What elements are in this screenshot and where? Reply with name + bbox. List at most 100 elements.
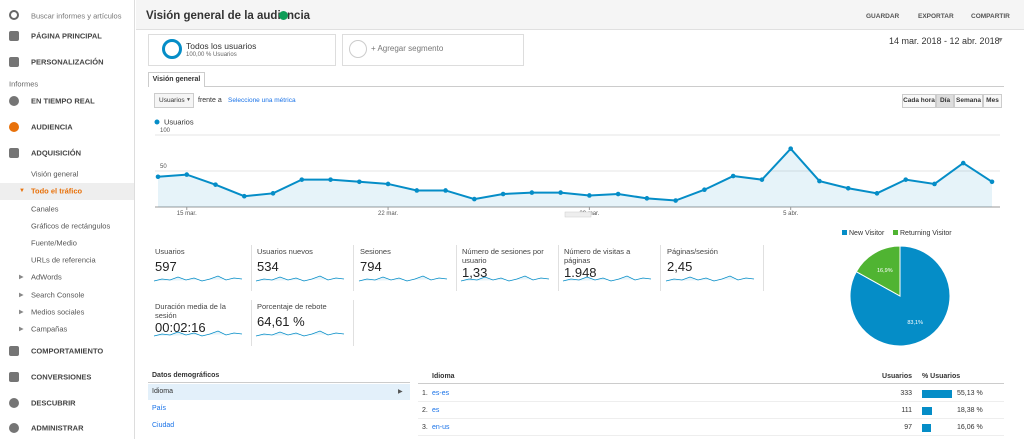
point [845, 185, 851, 191]
point [730, 173, 736, 179]
metric-card[interactable]: Usuarios nuevos 534 [254, 245, 354, 291]
panel-header: Datos demográficos [148, 372, 410, 383]
nav-sub[interactable]: Fuente/Medio [31, 238, 77, 248]
search-box[interactable]: Buscar informes y artículos [31, 11, 122, 21]
metric-card[interactable]: Sesiones 794 [357, 245, 457, 291]
sidebar: Buscar informes y artículos PÁGINA PRINC… [0, 0, 135, 439]
versus-label: frente a [198, 97, 222, 104]
nav-item[interactable]: PÁGINA PRINCIPAL [31, 31, 102, 41]
period-button[interactable]: Cada hora [902, 94, 936, 108]
nav-item[interactable]: COMPORTAMIENTO [31, 346, 104, 356]
metric-card[interactable]: Duración media de la sesión 00:02:16 [152, 300, 252, 346]
nav-sub[interactable]: Medios sociales [31, 307, 85, 317]
select-metric-link[interactable]: Seleccione una métrica [228, 97, 296, 104]
nav-item[interactable]: AUDIENCIA [31, 122, 73, 132]
nav-sub[interactable]: Gráficos de rectángulos [31, 221, 111, 231]
point [644, 196, 650, 201]
save-button[interactable]: GUARDAR [866, 13, 900, 20]
pct-bar [922, 424, 931, 432]
row-name[interactable]: es [432, 407, 440, 414]
legend-label: New Visitor [849, 230, 885, 237]
nav-sub[interactable]: Campañas [31, 324, 68, 334]
page-title: Visión general de la audiencia [146, 10, 311, 22]
point [155, 174, 161, 180]
point [443, 188, 448, 193]
pct-bar [922, 407, 933, 415]
metric-card[interactable]: Porcentaje de rebote 64,61 % [254, 300, 354, 346]
point [932, 181, 937, 187]
search-icon [9, 10, 19, 20]
segment-ring [349, 40, 367, 58]
icon [9, 398, 19, 408]
metric-label: Sesiones [360, 247, 391, 256]
nav-item[interactable]: EN TIEMPO REAL [31, 96, 95, 106]
sparkline [460, 275, 550, 282]
sparkline [255, 330, 345, 337]
metric-card[interactable]: Número de sesiones por usuario 1,33 [459, 245, 559, 291]
metric-card[interactable]: Páginas/sesión 2,45 [664, 245, 764, 291]
point [673, 198, 678, 203]
metric-card[interactable]: Número de visitas a páginas 1.948 [561, 245, 661, 291]
point [759, 177, 765, 182]
x-tick-label: 22 mar. [378, 211, 398, 217]
x-tick-label: 15 mar. [177, 211, 197, 217]
row-pct: 16,06 % [957, 424, 983, 431]
expand-icon: ▼ [19, 188, 25, 194]
point [299, 177, 305, 182]
nav-item[interactable]: ADQUISICIÓN [31, 148, 82, 158]
column-header: Usuarios [882, 373, 912, 380]
point [587, 193, 592, 198]
nav-sub[interactable]: AdWords [31, 272, 62, 282]
legend-label: Returning Visitor [900, 230, 952, 237]
nav-item[interactable]: PERSONALIZACIÓN [31, 57, 104, 67]
row-users: 97 [904, 424, 912, 431]
icon [9, 122, 19, 132]
period-button[interactable]: Mes [983, 94, 1002, 108]
nav-sub[interactable]: Search Console [31, 290, 85, 300]
scroll-handle [564, 211, 592, 218]
period-button-active[interactable]: Día [936, 94, 954, 108]
column-header: % Usuarios [922, 373, 961, 380]
demographic-item[interactable]: Ciudad [152, 422, 175, 429]
date-range[interactable]: 14 mar. 2018 - 12 abr. 2018 [889, 36, 1000, 46]
nav-item[interactable]: ADMINISTRAR [31, 423, 84, 433]
area [158, 148, 992, 207]
demographic-item[interactable]: País [152, 405, 167, 412]
export-button[interactable]: EXPORTAR [918, 13, 954, 20]
tab-line [148, 86, 1004, 87]
nav-sub[interactable]: URLs de referencia [31, 255, 96, 265]
sparkline-path [255, 330, 345, 337]
point [615, 191, 621, 197]
demographic-item-active[interactable]: Idioma [148, 384, 410, 400]
row-users: 333 [900, 390, 912, 397]
metric-card[interactable]: Usuarios 597 [152, 245, 252, 291]
sparkline-path [153, 330, 243, 337]
row-rank: 2. [422, 407, 428, 414]
verified-icon [279, 11, 288, 20]
tab[interactable]: Visión general [148, 72, 205, 87]
metric-select[interactable]: Usuarios [154, 93, 194, 108]
icon [9, 148, 19, 158]
metric-label: Páginas/sesión [667, 247, 718, 256]
share-button[interactable]: COMPARTIR [971, 13, 1010, 20]
period-button[interactable]: Semana [954, 94, 983, 108]
legend-dot [154, 119, 160, 125]
point [328, 177, 333, 182]
nav-sub[interactable]: Canales [31, 204, 59, 214]
add-segment-card[interactable] [342, 34, 524, 66]
point [241, 193, 247, 199]
nav-item[interactable]: DESCUBRIR [31, 398, 76, 408]
metric-label: Número de sesiones por usuario [462, 247, 544, 265]
row-name[interactable]: es-es [432, 390, 450, 397]
nav-item[interactable]: CONVERSIONES [31, 372, 92, 382]
nav-sub[interactable]: Visión general [31, 169, 79, 179]
sparkline [358, 275, 448, 282]
sparkline [665, 275, 755, 282]
metric-value: 64,61 % [257, 314, 305, 329]
sparkline [153, 275, 243, 282]
sparkline-path [562, 275, 652, 282]
nav-sub-active[interactable]: Todo el tráfico [31, 186, 83, 196]
row-name[interactable]: en-us [432, 424, 450, 431]
